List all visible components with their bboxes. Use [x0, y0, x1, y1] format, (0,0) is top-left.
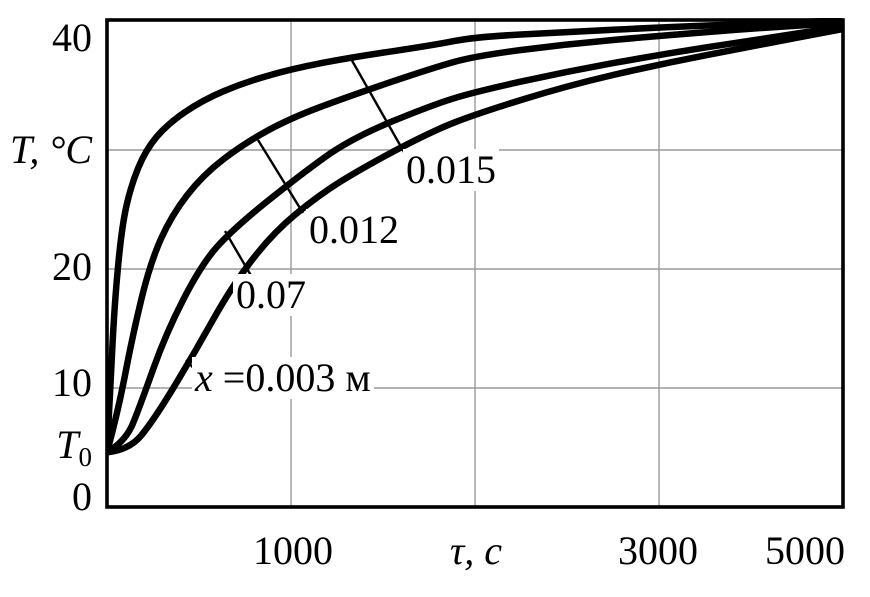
- y-tick-10-text: 10: [52, 360, 92, 405]
- curve-label-007-text: 0.07: [236, 272, 306, 317]
- y-tick-0: 0: [0, 474, 92, 520]
- y-tick-40: 40: [0, 15, 92, 61]
- curve-x=0.003: [108, 25, 842, 456]
- curve-label-x-0003: x =0.003 м: [192, 357, 374, 399]
- plot-border: [105, 18, 845, 509]
- curve-x=0.07: [108, 23, 842, 456]
- x-tick-3000-text: 3000: [618, 528, 698, 573]
- y-axis-title: T, °C: [0, 127, 92, 173]
- y-tick-20-text: 20: [52, 244, 92, 289]
- x-tick-5000-text: 5000: [765, 528, 845, 573]
- x-tick-1000: 1000: [208, 528, 378, 574]
- curve-label-0012: 0.012: [306, 209, 402, 251]
- y-tick-T0-main: T: [56, 422, 79, 467]
- curve-x=0.012: [108, 19, 842, 456]
- curve-label-x-0003-text: =0.003 м: [212, 355, 371, 400]
- leader-line-x=0.012: [256, 139, 305, 214]
- y-tick-T0-subscript: 0: [78, 442, 93, 472]
- x-tick-1000-text: 1000: [253, 528, 333, 573]
- curve-label-0015-text: 0.015: [406, 147, 496, 192]
- y-axis-title-text: T, °C: [10, 127, 92, 172]
- leader-line-x=0.07: [223, 230, 255, 280]
- leader-line-x=0.015: [348, 56, 406, 153]
- curve-label-x-var: x: [195, 355, 213, 400]
- y-tick-20: 20: [0, 244, 92, 290]
- y-tick-T0: T0: [0, 422, 92, 480]
- x-axis-title: τ, с: [391, 528, 561, 574]
- y-tick-10: 10: [0, 360, 92, 406]
- curve-label-0012-text: 0.012: [309, 207, 399, 252]
- x-tick-3000: 3000: [573, 528, 743, 574]
- curve-x=0.015: [108, 18, 842, 456]
- x-tick-5000: 5000: [720, 528, 870, 574]
- curve-label-0015: 0.015: [403, 149, 499, 191]
- x-axis-title-text: τ, с: [449, 528, 503, 573]
- y-tick-0-text: 0: [72, 474, 92, 519]
- curve-label-007: 0.07: [233, 274, 309, 316]
- y-tick-40-text: 40: [52, 15, 92, 60]
